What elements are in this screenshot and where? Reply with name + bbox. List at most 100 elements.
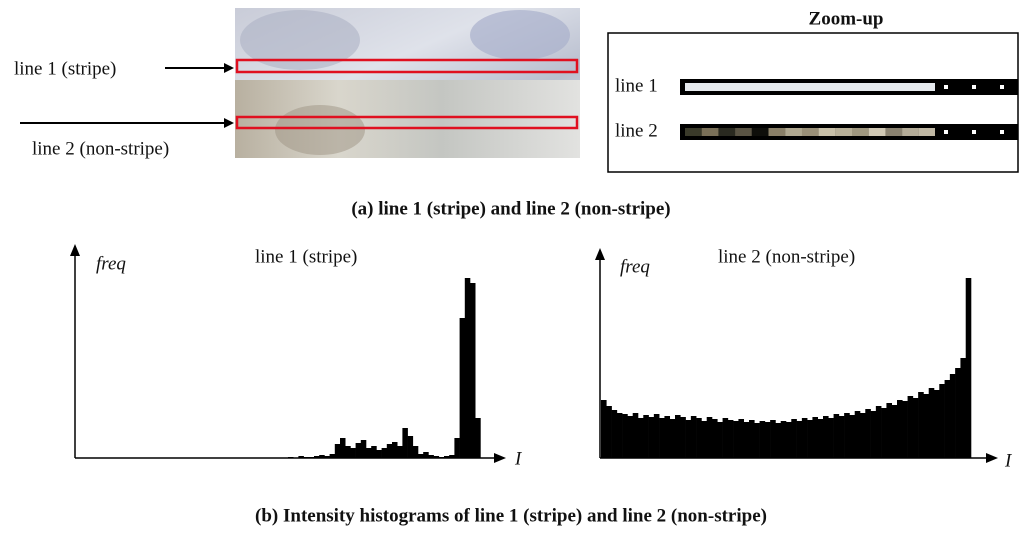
histogram-bar <box>918 392 924 458</box>
histogram-bar <box>807 420 813 458</box>
histogram-bar <box>791 419 797 458</box>
histogram-bar <box>643 415 649 458</box>
histogram-bar <box>392 442 398 458</box>
histogram-bar <box>675 415 681 458</box>
histogram-bar <box>423 452 429 458</box>
histogram-bar <box>386 444 393 458</box>
histogram-bar <box>712 419 718 458</box>
histogram-bar <box>939 384 945 458</box>
histogram-bar <box>381 448 388 458</box>
zoom-line1: line 1 <box>615 75 658 96</box>
histogram-bar <box>955 368 961 458</box>
histogram-bar <box>371 446 377 458</box>
histogram-bar <box>329 454 336 458</box>
histogram-bar <box>881 408 887 458</box>
histogram-bar <box>664 416 671 458</box>
histogram-bar <box>627 416 634 458</box>
histogram-bar <box>611 410 618 458</box>
histogram-bar <box>350 448 356 458</box>
histogram-bar <box>701 421 708 458</box>
hist1-y-label: freq <box>96 253 126 274</box>
histogram-bar <box>648 417 655 458</box>
histogram-bar <box>923 394 930 458</box>
histogram-bar <box>454 438 460 458</box>
histogram-bar <box>319 455 325 458</box>
histogram-bar <box>944 380 951 458</box>
histogram-bar <box>397 446 403 458</box>
histogram-bar <box>360 440 367 458</box>
histogram-bar <box>770 420 776 458</box>
histogram-bar <box>402 428 408 458</box>
zoom-segment <box>885 128 903 136</box>
histogram-bar <box>865 409 871 458</box>
zoom-segment <box>735 128 752 136</box>
histogram-bar <box>960 358 967 458</box>
zoom-segment <box>785 128 802 136</box>
zoom-title: Zoom-up <box>809 8 884 29</box>
zoom-segment <box>718 128 736 136</box>
histogram-bar <box>444 456 450 458</box>
histogram-bar <box>412 446 419 458</box>
histogram-bar <box>897 400 903 458</box>
zoom-segment <box>801 128 819 136</box>
hist2-title: line 2 (non-stripe) <box>718 246 855 267</box>
histogram-bar <box>722 418 729 458</box>
histogram-bar <box>324 456 330 458</box>
histogram-bar <box>727 420 734 458</box>
histogram-bar <box>838 416 845 458</box>
zoom-segment <box>701 128 719 136</box>
histogram-bar <box>345 446 351 458</box>
histogram-bar <box>860 413 866 458</box>
histogram-bar <box>965 278 972 458</box>
histogram-bar <box>376 450 382 458</box>
histogram-bar <box>738 419 745 458</box>
histogram-bar <box>438 457 445 458</box>
histogram-bar <box>854 411 861 458</box>
zoom-segment <box>751 128 769 136</box>
histogram-bar <box>407 436 414 458</box>
histogram-bar <box>786 422 792 458</box>
zoom-segment <box>868 128 886 136</box>
histogram-bar <box>334 444 341 458</box>
histogram-bar <box>875 406 882 458</box>
histogram-bar <box>833 414 840 458</box>
histogram-bar <box>817 419 824 458</box>
histogram-bar <box>823 416 829 458</box>
histogram-bar <box>780 421 787 458</box>
histogram-bar <box>706 417 713 458</box>
histogram-bar <box>464 278 471 458</box>
histogram-bar <box>288 457 294 458</box>
zoom-line2: line 2 <box>615 120 658 141</box>
histogram-bar <box>606 406 612 458</box>
histogram-bar <box>934 390 940 458</box>
histogram-bar <box>912 398 919 458</box>
histogram-bar <box>314 456 320 458</box>
histogram-bar <box>870 411 877 458</box>
histogram-bar <box>659 418 665 458</box>
histogram-bar <box>298 456 304 458</box>
histogram-bar <box>891 405 898 458</box>
histogram-bar <box>749 420 755 458</box>
histogram-bar <box>743 422 750 458</box>
histogram-bar <box>340 438 346 458</box>
hist2-y-label: freq <box>620 256 650 277</box>
photo <box>235 8 580 158</box>
histogram-bar <box>355 443 362 458</box>
histogram-bar <box>764 422 771 458</box>
histogram-bar <box>653 414 660 458</box>
histogram-bar <box>616 413 623 458</box>
histogram-bar <box>601 400 607 458</box>
histogram-bar <box>844 413 850 458</box>
histogram-bar <box>622 414 628 458</box>
zoom-segment <box>902 128 919 136</box>
histogram-bar <box>433 456 440 458</box>
histogram-bar <box>902 401 908 458</box>
histogram-bar <box>696 418 702 458</box>
line1-label: line 1 (stripe) <box>14 58 116 79</box>
histogram-bar <box>754 423 760 458</box>
histogram-bar <box>669 419 676 458</box>
zoom-segment <box>835 128 853 136</box>
caption-a: (a) line 1 (stripe) and line 2 (non-stri… <box>351 198 670 219</box>
zoom-segment <box>768 128 786 136</box>
